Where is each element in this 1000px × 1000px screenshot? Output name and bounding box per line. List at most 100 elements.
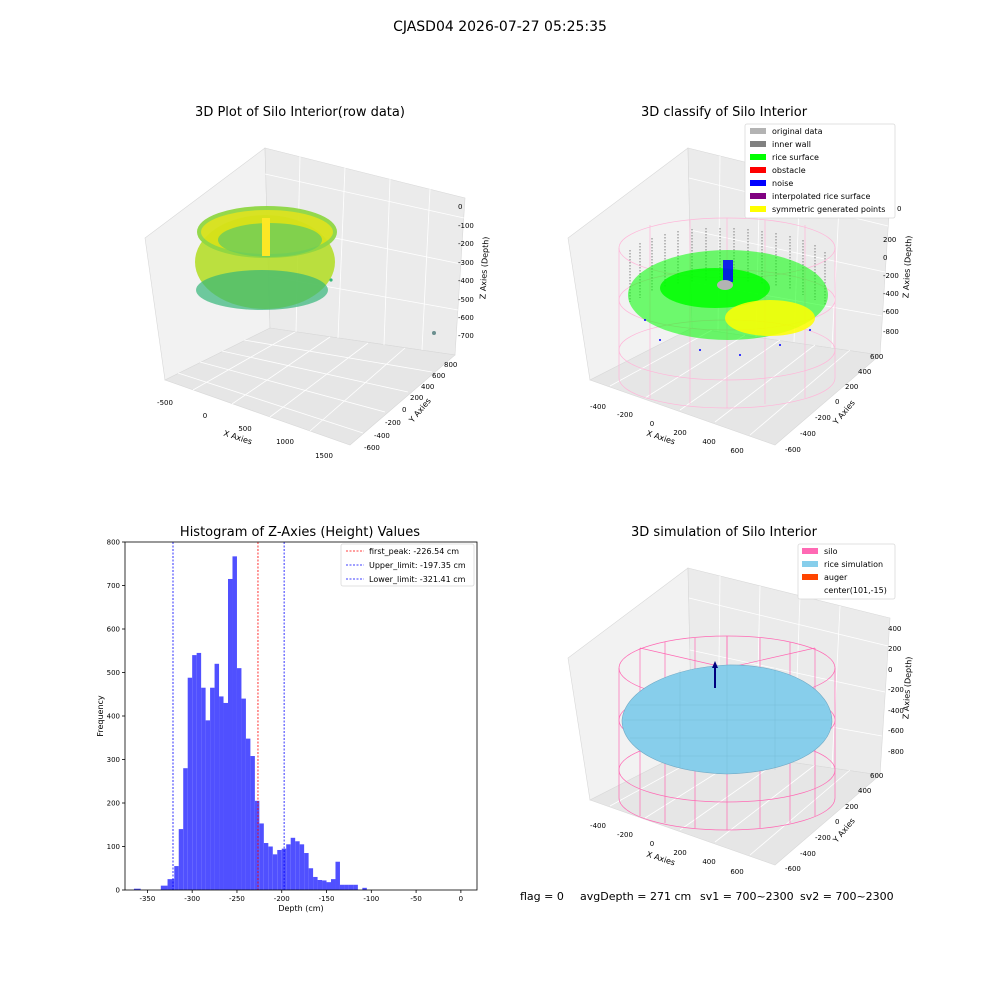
hist-bar bbox=[326, 882, 332, 890]
hist-bar bbox=[254, 800, 260, 890]
sim-y-tick-label: 200 bbox=[845, 803, 858, 811]
classify-x-ticks: -400 -200 0 200 400 600 bbox=[590, 403, 744, 455]
sim-y-tick-label: 600 bbox=[870, 772, 883, 780]
panel-raw-3d: 3D Plot of Silo Interior(row data) 0 -10… bbox=[144, 105, 491, 460]
sim-z-tick-label: 200 bbox=[888, 645, 901, 653]
sim-legend: silo rice simulation auger center(101,-1… bbox=[797, 543, 896, 600]
classify-z-tick-label: -400 bbox=[883, 290, 899, 298]
hist-x-label: Depth (cm) bbox=[278, 904, 323, 913]
raw-y-tick-label: -400 bbox=[374, 432, 390, 440]
sim-x-tick-label: 0 bbox=[650, 840, 654, 848]
legend-swatch-original-data bbox=[750, 128, 766, 134]
footer-status: flag = 0 avgDepth = 271 cm sv1 = 700~230… bbox=[520, 890, 894, 903]
panel-classify-title: 3D classify of Silo Interior bbox=[641, 105, 808, 120]
sim-z-label: Z Axies (Depth) bbox=[901, 656, 913, 719]
classify-y-ticks: -600 -400 -200 0 200 400 600 bbox=[785, 353, 883, 454]
raw-x-tick-label: 1500 bbox=[315, 452, 333, 460]
raw-outlier-point bbox=[329, 278, 333, 282]
hist-bar bbox=[259, 823, 264, 890]
classify-x-tick-label: -200 bbox=[617, 411, 633, 419]
classify-z-tick-label: 0 bbox=[883, 254, 887, 262]
hist-y-tick-label: 500 bbox=[107, 669, 120, 677]
classify-z-tick-label: 200 bbox=[883, 236, 896, 244]
hist-bar bbox=[263, 843, 269, 890]
hist-bar bbox=[236, 668, 242, 890]
hist-y-tick-label: 300 bbox=[107, 756, 120, 764]
hist-bar bbox=[290, 837, 296, 890]
raw-y-tick-label: 600 bbox=[432, 372, 445, 380]
raw-x-tick-label: 500 bbox=[238, 425, 251, 433]
sim-z-ticks: 400 200 0 -200 -400 -600 -800 bbox=[888, 625, 904, 756]
classify-z-ticks: 200 0 -200 -400 -600 -800 bbox=[883, 236, 899, 336]
classify-z-tick-label-partial: 0 bbox=[897, 205, 901, 213]
hist-x-tick-label: -300 bbox=[184, 895, 200, 903]
raw-x-ticks: -500 0 500 1000 1500 bbox=[157, 399, 333, 460]
raw-z-tick-label: 0 bbox=[458, 203, 462, 211]
hist-bar bbox=[223, 702, 229, 890]
hist-bar bbox=[295, 841, 300, 890]
hist-bar bbox=[277, 849, 282, 890]
classify-y-tick-label: -600 bbox=[785, 446, 801, 454]
legend-label-rice-surface: rice surface bbox=[772, 153, 819, 162]
hist-y-tick-label: 400 bbox=[107, 713, 120, 721]
classify-x-tick-label: 0 bbox=[650, 420, 654, 428]
raw-x-tick-label: -500 bbox=[157, 399, 173, 407]
sim-z-tick-label: -400 bbox=[888, 707, 904, 715]
hist-title: Histogram of Z-Axies (Height) Values bbox=[180, 525, 420, 540]
raw-z-tick-label: -700 bbox=[458, 332, 474, 340]
legend-label-rice-simulation: rice simulation bbox=[824, 560, 883, 569]
panel-histogram: Histogram of Z-Axies (Height) Values -35… bbox=[96, 525, 478, 913]
sim-rice-mesh bbox=[624, 665, 830, 774]
hist-bar bbox=[272, 854, 278, 890]
sim-y-tick-label: 0 bbox=[835, 818, 839, 826]
raw-cloud-auger bbox=[262, 218, 270, 256]
hist-x-tick-label: -50 bbox=[410, 895, 421, 903]
hist-bar bbox=[133, 888, 141, 890]
legend-label-inner-wall: inner wall bbox=[772, 140, 811, 149]
legend-label-lower-limit: Lower_limit: -321.41 cm bbox=[369, 575, 466, 584]
raw-z-tick-label: -300 bbox=[458, 259, 474, 267]
classify-x-label: X Axies bbox=[645, 429, 676, 447]
hist-bar bbox=[214, 663, 220, 890]
legend-swatch-auger bbox=[802, 574, 818, 580]
hist-bar bbox=[245, 738, 251, 890]
hist-y-tick-label: 700 bbox=[107, 582, 120, 590]
classify-x-tick-label: 200 bbox=[673, 429, 686, 437]
hist-x-ticks: -350 -300 -250 -200 -150 -100 -50 0 bbox=[139, 890, 463, 903]
classify-z-tick-label: -600 bbox=[883, 308, 899, 316]
raw-outlier-point bbox=[432, 331, 436, 335]
hist-bar bbox=[308, 868, 314, 890]
raw-y-ticks: -600 -400 -200 0 200 400 600 800 bbox=[364, 361, 457, 452]
hist-bar bbox=[362, 887, 367, 890]
hist-bar bbox=[160, 885, 168, 890]
hist-bar bbox=[174, 866, 179, 890]
classify-noise-points bbox=[644, 260, 811, 356]
legend-swatch-interpolated bbox=[750, 193, 766, 199]
legend-swatch-symmetric bbox=[750, 206, 766, 212]
hist-y-tick-label: 100 bbox=[107, 843, 120, 851]
classify-y-tick-label: -400 bbox=[800, 430, 816, 438]
classify-z-tick-label: -800 bbox=[883, 328, 899, 336]
hist-vlines bbox=[172, 542, 285, 890]
raw-x-tick-label: 1000 bbox=[276, 438, 294, 446]
hist-axes-frame bbox=[124, 541, 478, 891]
hist-bar bbox=[228, 578, 233, 890]
sim-legend-frame bbox=[797, 543, 896, 600]
hist-x-tick-label: -100 bbox=[363, 895, 379, 903]
sim-x-tick-label: -400 bbox=[590, 822, 606, 830]
panel-raw-title: 3D Plot of Silo Interior(row data) bbox=[195, 105, 405, 120]
sim-x-tick-label: 600 bbox=[730, 868, 743, 876]
raw-cloud-floor bbox=[196, 270, 328, 310]
raw-z-tick-label: -600 bbox=[458, 314, 474, 322]
hist-y-tick-label: 0 bbox=[116, 887, 120, 895]
legend-swatch-noise bbox=[750, 180, 766, 186]
sim-z-tick-label: 400 bbox=[888, 625, 901, 633]
legend-swatch-rice-surface bbox=[750, 154, 766, 160]
sim-z-tick-label: -600 bbox=[888, 727, 904, 735]
hist-bar bbox=[331, 879, 336, 890]
classify-y-tick-label: 0 bbox=[835, 398, 839, 406]
hist-bar bbox=[183, 768, 188, 890]
hist-bar bbox=[201, 687, 206, 890]
legend-label-upper-limit: Upper_limit: -197.35 cm bbox=[369, 561, 466, 570]
